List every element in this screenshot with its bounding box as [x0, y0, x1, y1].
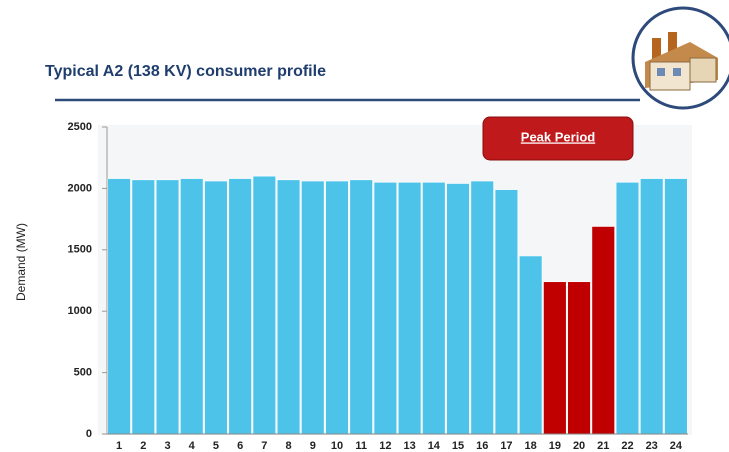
- y-tick-label: 2000: [68, 182, 92, 194]
- bar: [567, 281, 591, 435]
- bar: [204, 180, 228, 435]
- x-tick-label: 18: [525, 440, 537, 452]
- x-tick-label: 6: [237, 440, 243, 452]
- x-tick-label: 22: [621, 440, 633, 452]
- annotation-box: [482, 116, 634, 161]
- x-tick-label: 3: [164, 440, 170, 452]
- x-tick-label: 12: [379, 440, 391, 452]
- x-tick-label: 20: [573, 440, 585, 452]
- annotation-text: Peak Period: [521, 129, 595, 144]
- x-tick-label: 23: [646, 440, 658, 452]
- x-tick-label: 16: [476, 440, 488, 452]
- x-tick-label: 19: [549, 440, 561, 452]
- y-tick-label: 2500: [68, 121, 92, 133]
- bar: [276, 179, 301, 435]
- bar: [446, 183, 470, 435]
- bar: [664, 178, 688, 435]
- bar: [301, 180, 325, 435]
- x-tick-label: 8: [286, 440, 292, 452]
- bar: [591, 226, 615, 435]
- bar: [543, 281, 567, 435]
- bar: [180, 178, 204, 435]
- x-tick-label: 11: [355, 440, 367, 452]
- x-tick-label: 4: [189, 440, 196, 452]
- bar: [107, 178, 131, 435]
- bar: [422, 181, 446, 435]
- x-tick-label: 14: [428, 440, 441, 452]
- bar: [155, 179, 180, 435]
- y-tick-label: 1500: [68, 244, 92, 256]
- bar: [470, 180, 494, 435]
- annotation: Peak Period: [482, 116, 634, 161]
- x-tick-label: 17: [500, 440, 512, 452]
- bar: [325, 180, 349, 435]
- bar: [131, 179, 155, 435]
- x-tick-label: 7: [261, 440, 267, 452]
- bar: [228, 178, 252, 435]
- bar: [494, 189, 519, 435]
- x-tick-label: 5: [213, 440, 219, 452]
- y-tick-label: 0: [86, 428, 92, 440]
- y-axis-label: Demand (MW): [14, 223, 28, 301]
- bar: [518, 255, 543, 435]
- x-tick-label: 9: [310, 440, 316, 452]
- x-tick-label: 10: [331, 440, 343, 452]
- y-tick-label: 1000: [68, 305, 92, 317]
- bar: [615, 181, 640, 435]
- x-tick-label: 15: [452, 440, 464, 452]
- bar: [349, 179, 373, 435]
- x-tick-label: 1: [116, 440, 122, 452]
- bar: [252, 175, 277, 435]
- x-tick-label: 2: [140, 440, 146, 452]
- x-tick-label: 13: [403, 440, 415, 452]
- bar: [373, 181, 398, 435]
- chart-title: Typical A2 (138 KV) consumer profile: [45, 63, 326, 80]
- y-tick-label: 500: [74, 367, 92, 379]
- factory-icon: [631, 6, 729, 110]
- bar: [397, 181, 422, 435]
- x-tick-label: 24: [670, 440, 683, 452]
- x-tick-label: 21: [597, 440, 609, 452]
- bar: [640, 178, 664, 435]
